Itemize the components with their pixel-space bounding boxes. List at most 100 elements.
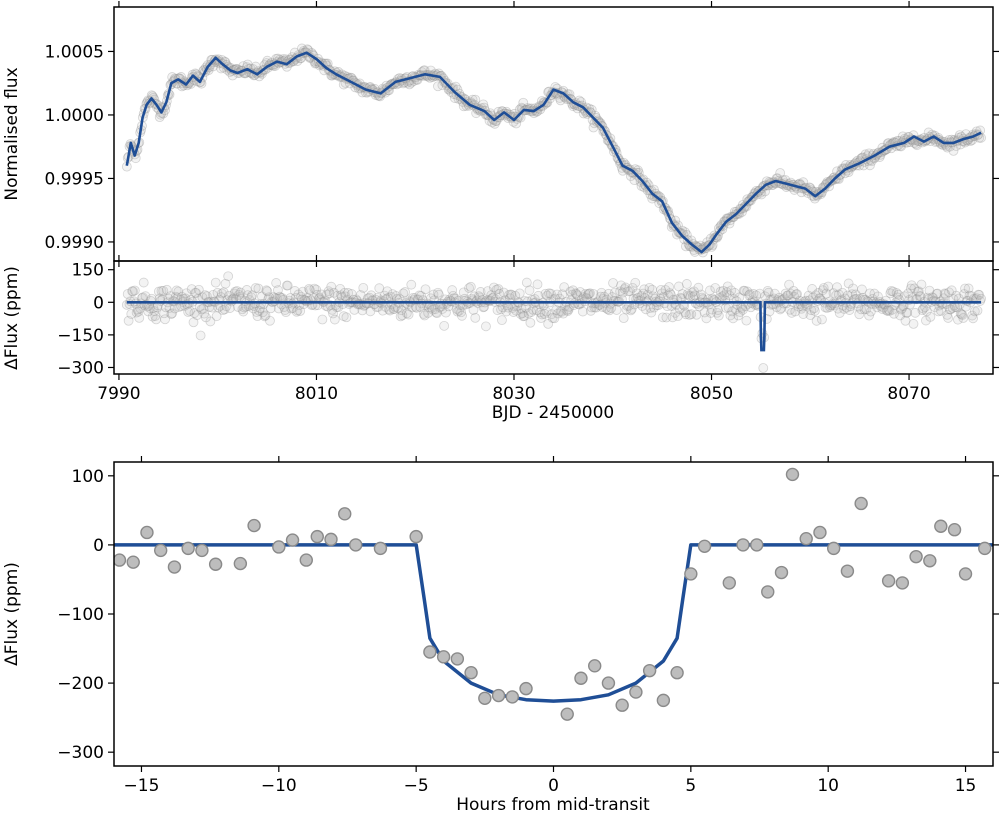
folded-transit-point [491,688,506,703]
residual-point [428,289,439,300]
folded-transit-point [181,541,195,556]
residual-point [387,289,398,300]
residual-point [543,319,554,329]
light-curve-point [825,176,835,187]
residual-point [533,290,544,301]
residual-point [516,303,527,314]
residual-point [505,289,516,300]
residual-point [762,285,773,296]
residual-point [729,288,740,298]
residual-point [336,290,346,301]
residual-point [201,291,212,302]
light-curve-point [798,177,809,188]
light-curve-point [438,73,449,84]
residual-point [705,285,715,296]
residual-point [556,306,567,317]
residual-point [517,308,528,319]
residual-point [786,307,797,318]
residual-point [468,305,479,315]
residual-point [683,290,694,301]
residual-point [558,308,569,319]
residual-point [273,285,283,296]
residual-point [135,303,146,314]
residual-point [497,315,507,326]
residual-point [785,304,795,315]
residual-y-tick-label: 150 [72,261,104,281]
light-curve-point [588,122,599,133]
residual-point [201,312,211,323]
residual-point [192,310,202,321]
residual-point [377,305,388,316]
folded-transit-point [826,541,841,556]
residual-model-line [126,301,982,352]
residual-point [956,309,967,320]
residual-point [807,284,818,294]
residual-point [427,304,438,315]
residual-point [817,314,827,325]
residual-point [514,288,525,299]
folded-transit-point [697,539,712,553]
residual-point [641,304,651,315]
residual-point [523,308,534,319]
residual-point [939,288,950,299]
residual-point [780,288,791,299]
residual-point [532,279,543,290]
residual-point [680,307,690,318]
residual-point [312,289,322,300]
residual-point [670,307,681,318]
folded-transit-point [338,507,352,521]
residual-point [423,308,434,318]
light-curve-point [720,216,730,226]
residual-point [925,311,936,322]
light-curve-point [909,138,920,148]
residual-point [261,285,272,296]
residual-point [147,311,158,322]
folded-transit-x-tick-label: 10 [817,776,839,796]
residual-point [596,287,607,298]
residual-point [420,284,431,295]
residual-point [924,285,935,296]
residual-point [464,283,474,293]
residual-point [339,287,350,298]
residual-point [122,289,133,299]
residual-point [713,305,723,315]
residual-point [183,307,194,317]
residual-point [541,306,552,317]
light-curve-point [486,110,497,121]
residual-point [727,306,738,317]
folded-transit-y-tick-label: −200 [57,674,104,694]
residual-point [681,279,692,289]
residual-point [186,284,197,295]
residual-point [940,289,951,299]
residual-point [561,305,572,315]
residual-point [128,286,138,297]
residual-point [869,288,880,299]
residual-point [293,289,304,300]
residual-point [958,313,969,323]
folded-transit-point [140,525,154,540]
folded-transit-point [958,567,973,581]
residual-point [609,287,620,298]
residual-point [681,309,691,320]
residual-point [271,278,282,288]
residual-point [776,303,786,314]
folded-transit-panel: −300 −200 −100 0 100 −15 −10 −5 0 5 10 15 ΔFlux (p… [2,456,999,815]
residual-point [687,287,698,298]
residual-point [280,305,290,315]
light-curve-scatter [121,43,986,258]
residual-point [583,289,594,300]
residual-point [886,286,897,296]
residual-point [728,313,738,324]
residual-point [189,308,200,318]
residual-point [837,287,848,298]
residual-point [525,317,536,328]
residual-point [742,286,753,297]
residual-point [945,304,956,315]
residual-point [751,290,762,301]
residual-point [414,290,425,301]
folded-transit-x-tick-label: 15 [955,776,977,796]
residual-point [973,289,984,300]
residual-x-label: BJD - 2450000 [492,403,614,423]
residual-point [324,288,335,299]
